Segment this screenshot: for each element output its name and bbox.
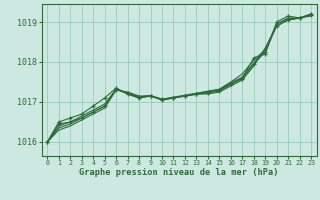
X-axis label: Graphe pression niveau de la mer (hPa): Graphe pression niveau de la mer (hPa)	[79, 168, 279, 177]
